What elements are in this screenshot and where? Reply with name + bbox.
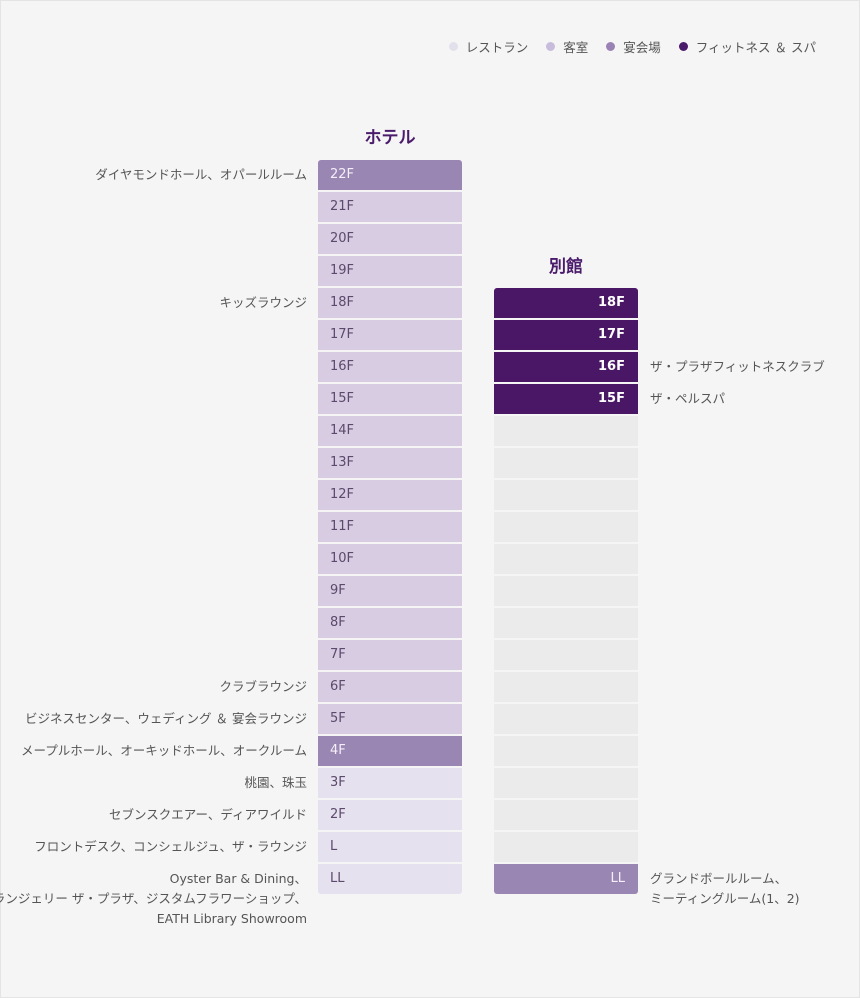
hotel-floor-22f: 22F [318, 160, 462, 190]
annex-floor-blank-11 [494, 640, 638, 670]
hotel-floor-5f: 5F [318, 704, 462, 734]
hotel-floor-19f: 19F [318, 256, 462, 286]
label-line: フロントデスク、コンシェルジュ、ザ・ラウンジ [34, 839, 307, 854]
hotel-floor-label: メープルホール、オーキッドホール、オークルーム [21, 741, 307, 761]
hotel-floor-10f: 10F [318, 544, 462, 574]
annex-floor-label: グランドボールルーム、 ミーティングルーム(1、2) [650, 869, 800, 909]
annex-floor-18f: 18F [494, 288, 638, 318]
legend-dot-icon [546, 42, 556, 51]
hotel-floor-4f: 4F [318, 736, 462, 766]
annex-floor-blank-14 [494, 736, 638, 766]
legend-label: フィットネス ＆ スパ [695, 40, 816, 55]
annex-floor-label: ザ・プラザフィットネスクラブ [650, 357, 825, 377]
label-line: クラブラウンジ [219, 679, 307, 694]
hotel-floor-15f: 15F [318, 384, 462, 414]
hotel-title: ホテル [364, 128, 416, 148]
hotel-floor-14f: 14F [318, 416, 462, 446]
annex-floor-label: ザ・ペルスパ [650, 389, 725, 409]
hotel-floor-12f: 12F [318, 480, 462, 510]
hotel-floor-label: ビジネスセンター、ウェディング ＆ 宴会ラウンジ [25, 709, 307, 729]
label-line: セブンスクエアー、ディアワイルド [108, 807, 307, 822]
hotel-floor-9f: 9F [318, 576, 462, 606]
legend-dot-icon [678, 42, 688, 51]
hotel-floor-label: Oyster Bar & Dining、ブーランジェリー ザ・プラザ、ジスタムフ… [0, 869, 307, 929]
legend-item: 客室 [546, 37, 588, 56]
hotel-floor-label: フロントデスク、コンシェルジュ、ザ・ラウンジ [34, 837, 307, 857]
legend-label: 客室 [563, 40, 589, 55]
annex-floor-blank-13 [494, 704, 638, 734]
hotel-floor-label: クラブラウンジ [219, 677, 307, 697]
annex-floor-blank-6 [494, 480, 638, 510]
label-line: ザ・ペルスパ [650, 391, 726, 406]
hotel-floor-13f: 13F [318, 448, 462, 478]
legend-dot-icon [606, 42, 616, 51]
label-line: ブーランジェリー ザ・プラザ、ジスタムフラワーショップ、 [0, 891, 307, 906]
annex-floor-ll: LL [494, 864, 638, 894]
label-line: ザ・プラザフィットネスクラブ [650, 359, 825, 374]
annex-title: 別館 [549, 257, 583, 277]
label-line: EATH Library Showroom [156, 911, 307, 926]
hotel-floor-l: L [318, 832, 462, 862]
legend-item: 宴会場 [606, 37, 661, 56]
annex-floor-blank-8 [494, 544, 638, 574]
legend: レストラン 客室 宴会場 フィットネス ＆ スパ [448, 37, 816, 56]
label-line: Oyster Bar & Dining、 [169, 871, 307, 886]
hotel-floor-label: キッズラウンジ [219, 293, 307, 313]
annex-floor-17f: 17F [494, 320, 638, 350]
annex-floor-blank-17 [494, 832, 638, 862]
label-line: 桃園、珠玉 [244, 775, 307, 790]
hotel-floor-17f: 17F [318, 320, 462, 350]
hotel-floor-label: ダイヤモンドホール、オパールルーム [95, 165, 307, 185]
hotel-floor-ll: LL [318, 864, 462, 894]
hotel-floor-11f: 11F [318, 512, 462, 542]
hotel-floor-3f: 3F [318, 768, 462, 798]
label-line: メープルホール、オーキッドホール、オークルーム [20, 743, 307, 758]
annex-floor-blank-10 [494, 608, 638, 638]
legend-item: フィットネス ＆ スパ [678, 37, 816, 56]
hotel-floor-16f: 16F [318, 352, 462, 382]
label-line: キッズラウンジ [219, 295, 307, 310]
hotel-floor-2f: 2F [318, 800, 462, 830]
annex-floor-blank-7 [494, 512, 638, 542]
label-line: ビジネスセンター、ウェディング ＆ 宴会ラウンジ [25, 711, 307, 726]
label-line: グランドボールルーム、 [650, 871, 788, 886]
annex-floor-15f: 15F [494, 384, 638, 414]
annex-floor-blank-9 [494, 576, 638, 606]
annex-floor-blank-4 [494, 416, 638, 446]
annex-floor-16f: 16F [494, 352, 638, 382]
hotel-floor-21f: 21F [318, 192, 462, 222]
label-line: ダイヤモンドホール、オパールルーム [95, 167, 307, 182]
annex-floor-blank-16 [494, 800, 638, 830]
hotel-floor-8f: 8F [318, 608, 462, 638]
hotel-floor-6f: 6F [318, 672, 462, 702]
hotel-floor-label: 桃園、珠玉 [244, 773, 307, 793]
legend-label: 宴会場 [623, 40, 661, 55]
annex-floor-blank-12 [494, 672, 638, 702]
legend-label: レストラン [465, 40, 529, 55]
annex-floor-blank-15 [494, 768, 638, 798]
label-line: ミーティングルーム(1、2) [650, 891, 800, 906]
annex-floor-blank-5 [494, 448, 638, 478]
hotel-floor-20f: 20F [318, 224, 462, 254]
hotel-floor-18f: 18F [318, 288, 462, 318]
hotel-floor-7f: 7F [318, 640, 462, 670]
legend-dot-icon [448, 42, 458, 51]
legend-item: レストラン [448, 37, 529, 56]
hotel-floor-label: セブンスクエアー、ディアワイルド [109, 805, 307, 825]
